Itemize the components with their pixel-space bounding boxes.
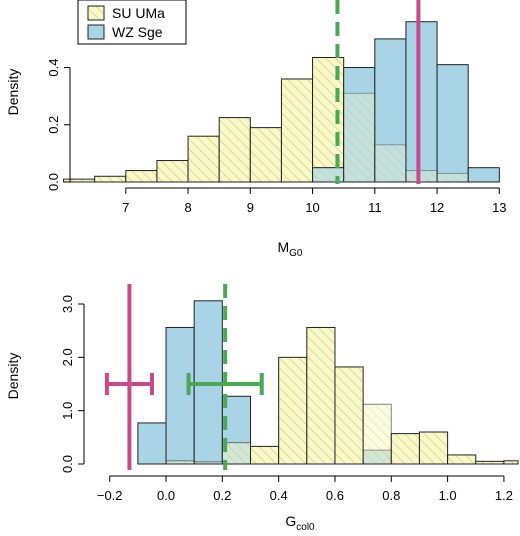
su-uma-bar xyxy=(334,366,364,465)
y-tick-label: 1.0 xyxy=(60,402,75,420)
overlap-bar xyxy=(436,172,469,183)
x-tick-label: 11 xyxy=(368,200,382,215)
y-tick-label: 2.0 xyxy=(60,348,75,366)
error-bar xyxy=(104,373,154,395)
error-bar xyxy=(186,373,264,395)
su-uma-bar xyxy=(475,460,505,465)
wz-sge-bar xyxy=(137,422,167,465)
overlap-bar xyxy=(374,144,407,183)
y-tick-label: 3.0 xyxy=(60,295,75,313)
x-tick-label: 13 xyxy=(492,200,506,215)
x-tick-label: 0.4 xyxy=(270,488,288,503)
x-tick-label: 12 xyxy=(430,200,444,215)
x-tick-label: −0.2 xyxy=(97,488,123,503)
su-uma-bar xyxy=(156,160,189,183)
x-tick-label: 0.0 xyxy=(157,488,175,503)
x-tick-label: 9 xyxy=(247,200,254,215)
x-tick-label: 10 xyxy=(305,200,319,215)
top-panel: 0.0 0.2 0.4 Density 7 8 9 10 11 12 13 MG0 SU UMa WZ S… xyxy=(5,0,507,259)
y-axis-label: Density xyxy=(5,69,21,116)
su-uma-bar xyxy=(165,460,195,465)
y-axis-label: Density xyxy=(5,353,21,400)
x-axis-label: Gcol0 xyxy=(285,513,315,533)
y-tick-label: 0.4 xyxy=(46,58,61,76)
wz-sge-bar xyxy=(467,167,500,183)
su-uma-bar xyxy=(278,356,308,465)
su-uma-bar xyxy=(249,127,282,183)
x-tick-label: 8 xyxy=(184,200,191,215)
su-uma-bar xyxy=(94,175,127,183)
legend-swatch-su-uma xyxy=(87,5,105,21)
wz-sge-bar xyxy=(436,64,469,183)
legend: SU UMa WZ Sge xyxy=(77,0,187,45)
su-uma-bar xyxy=(125,170,158,183)
su-uma-bar xyxy=(418,431,449,465)
x-tick-label: 1.0 xyxy=(439,488,457,503)
legend-swatch-wz-sge xyxy=(87,24,105,40)
bottom-panel: 0.0 1.0 2.0 3.0 Density −0.2 0.0 0.2 0.4 0.6 0.8 1.… xyxy=(5,284,519,533)
legend-label-su-uma: SU UMa xyxy=(112,5,165,21)
x-tick-label: 0.2 xyxy=(213,488,231,503)
su-uma-bar xyxy=(218,117,251,183)
overlap-bar xyxy=(343,92,376,183)
su-uma-bar xyxy=(250,445,280,465)
x-tick-label: 0.8 xyxy=(382,488,400,503)
su-uma-bar xyxy=(362,403,392,465)
su-uma-bar xyxy=(503,460,519,465)
y-tick-label: 0.0 xyxy=(46,173,61,191)
legend-label-wz-sge: WZ Sge xyxy=(112,24,163,40)
su-uma-bar xyxy=(447,454,477,465)
su-uma-bar xyxy=(187,135,220,183)
y-tick-label: 0.0 xyxy=(60,455,75,473)
x-tick-label: 1.2 xyxy=(495,488,513,503)
wz-sge-bar xyxy=(165,326,195,465)
x-axis-label: MG0 xyxy=(277,239,302,259)
x-tick-label: 7 xyxy=(122,200,129,215)
su-uma-bar xyxy=(306,326,336,465)
wz-sge-bar xyxy=(405,21,438,183)
su-uma-bar xyxy=(193,461,223,465)
y-tick-label: 0.2 xyxy=(46,116,61,134)
overlap-bar xyxy=(405,170,438,183)
su-uma-bar xyxy=(390,433,420,465)
x-tick-label: 0.6 xyxy=(326,488,344,503)
su-uma-bar xyxy=(280,78,314,183)
